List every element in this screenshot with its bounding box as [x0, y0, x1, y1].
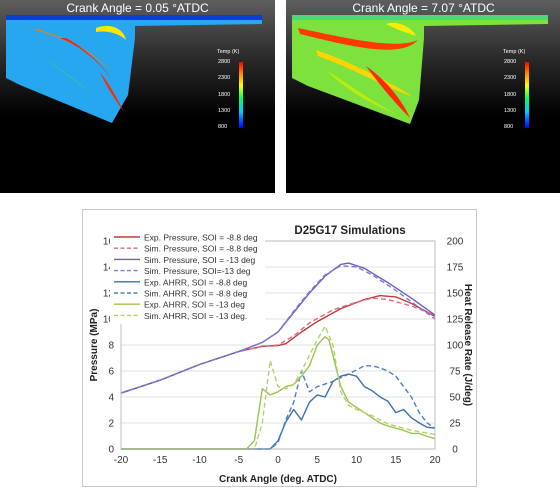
- colorbar-tick: 2800: [504, 59, 517, 65]
- legend-entry: Sim. Pressure, SOI = -8.8 deg: [144, 244, 258, 254]
- colorbar-tick: 1800: [218, 92, 231, 98]
- y-tick-label: 10: [103, 315, 115, 326]
- series-line: [121, 365, 436, 450]
- colorbar-tick: 1300: [218, 108, 231, 114]
- y2-tick-label: 200: [447, 237, 464, 248]
- y-tick-label: 8: [108, 341, 114, 352]
- y2-tick-label: 75: [449, 367, 461, 378]
- y-tick-label: 12: [103, 289, 115, 300]
- colorbar-title: Temp (K): [217, 49, 240, 55]
- y2-tick-label: 150: [447, 289, 464, 300]
- legend-entry: Exp. Pressure, SOI = -8.8 deg: [144, 233, 258, 243]
- y2-tick-label: 25: [449, 419, 461, 430]
- x-tick-label: 5: [314, 455, 320, 466]
- series-lines: [120, 262, 436, 450]
- y2-tick-label: 100: [447, 341, 464, 352]
- cfd-panel-right: Crank Angle = 7.07 °ATDC Temp (K) 2800 2…: [286, 0, 560, 193]
- x-axis-label: Crank Angle (deg. ATDC): [219, 474, 337, 485]
- panel-title: Crank Angle = 7.07 °ATDC: [352, 1, 495, 15]
- colorbar-title: Temp (K): [503, 49, 526, 55]
- colorbar: [525, 62, 529, 128]
- y-tick-label: 6: [108, 367, 114, 378]
- chart-title: D25G17 Simulations: [294, 225, 405, 237]
- colorbar-tick: 800: [218, 124, 228, 130]
- x-tick-label: 0: [275, 455, 281, 466]
- y2-tick-label: 0: [452, 445, 458, 456]
- colorbar-tick: 2300: [504, 75, 517, 81]
- legend-background: [110, 229, 265, 324]
- legend-entry: Exp. AHRR, SOI = -8.8 deg: [144, 277, 248, 287]
- y-tick-label: 14: [103, 263, 115, 274]
- colorbar-tick: 2300: [218, 75, 231, 81]
- series-line: [120, 265, 436, 394]
- x-tick-label: -5: [234, 455, 243, 466]
- cfd-panel-left: Crank Angle = 0.05 °ATDC Temp (K) 2800 2…: [0, 0, 275, 193]
- colorbar: [239, 62, 243, 128]
- y-tick-label: 2: [108, 419, 114, 430]
- x-tick-label: 15: [390, 455, 402, 466]
- y2-tick-label: 50: [449, 393, 461, 404]
- colorbar-tick: 1800: [504, 92, 517, 98]
- temperature-field-image: [6, 15, 262, 123]
- temperature-field-image: [292, 15, 548, 124]
- y-tick-label: 16: [103, 237, 115, 248]
- legend-entry: Exp. AHRR, SOI = -13 deg: [144, 300, 245, 310]
- y2-tick-label: 175: [447, 263, 464, 274]
- series-line: [121, 336, 436, 450]
- colorbar-tick: 2800: [218, 59, 231, 65]
- y2-tick-label: 125: [447, 315, 464, 326]
- x-tick-label: -20: [114, 455, 129, 466]
- colorbar-tick: 800: [504, 124, 514, 130]
- legend-entry: Sim. Pressure, SOI=-13 deg: [144, 266, 251, 276]
- x-tick-label: 10: [351, 455, 363, 466]
- x-tick-label: -15: [153, 455, 168, 466]
- x-tick-label: 20: [429, 455, 441, 466]
- legend-entry: Sim. AHRR, SOI = -8.8 deg: [144, 289, 247, 299]
- colorbar-tick: 1300: [504, 108, 517, 114]
- legend-entry: Sim. AHRR, SOI = -13 deg.: [144, 311, 247, 321]
- legend-entry: Sim. Pressure, SOI = -13 deg: [144, 255, 256, 265]
- y-tick-label: 0: [108, 445, 114, 456]
- y-tick-label: 4: [108, 393, 114, 404]
- x-tick-label: -10: [192, 455, 207, 466]
- plot-area: [120, 240, 436, 450]
- panel-title: Crank Angle = 0.05 °ATDC: [66, 1, 209, 15]
- y-axis-label: Pressure (MPa): [89, 309, 100, 382]
- y2-axis-label: Heat Release Rate (J/deg): [462, 284, 473, 406]
- series-line: [121, 325, 436, 450]
